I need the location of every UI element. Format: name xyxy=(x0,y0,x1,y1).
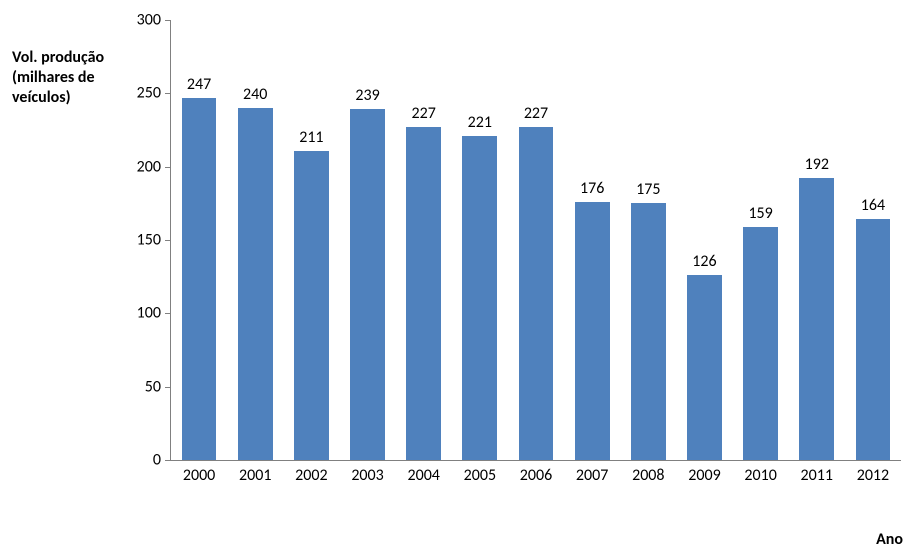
bar-value-label: 240 xyxy=(243,85,267,104)
bar-value-label: 211 xyxy=(299,128,323,147)
y-tick-mark xyxy=(165,20,171,21)
y-tick-mark xyxy=(165,240,171,241)
y-tick-label: 150 xyxy=(137,231,161,250)
bar: 175 xyxy=(631,203,666,460)
x-tick-label: 2005 xyxy=(464,466,496,485)
bar: 159 xyxy=(743,227,778,460)
bar-value-label: 159 xyxy=(748,204,772,223)
chart-container: Vol. produção (milhares de veículos) Ano… xyxy=(0,0,921,559)
y-tick-label: 300 xyxy=(137,11,161,30)
y-tick-mark xyxy=(165,167,171,168)
bar-value-label: 227 xyxy=(412,104,436,123)
x-tick-label: 2007 xyxy=(576,466,608,485)
y-axis-title: Vol. produção (milhares de veículos) xyxy=(12,48,132,108)
x-tick-label: 2000 xyxy=(183,466,215,485)
bar-value-label: 164 xyxy=(861,196,885,215)
y-tick-mark xyxy=(165,93,171,94)
bar-value-label: 247 xyxy=(187,75,211,94)
bar: 240 xyxy=(238,108,273,460)
y-tick-label: 50 xyxy=(145,377,161,396)
x-tick-label: 2004 xyxy=(407,466,439,485)
y-tick-label: 250 xyxy=(137,84,161,103)
x-tick-label: 2003 xyxy=(351,466,383,485)
x-tick-label: 2011 xyxy=(801,466,833,485)
y-tick-label: 200 xyxy=(137,157,161,176)
bar-value-label: 227 xyxy=(524,104,548,123)
bar: 126 xyxy=(687,275,722,460)
x-tick-label: 2008 xyxy=(632,466,664,485)
bar-value-label: 192 xyxy=(805,155,829,174)
y-tick-mark xyxy=(165,460,171,461)
y-tick-label: 0 xyxy=(153,451,161,470)
x-axis-title: Ano xyxy=(876,530,903,549)
y-tick-mark xyxy=(165,313,171,314)
bar-value-label: 239 xyxy=(355,86,379,105)
bar: 221 xyxy=(462,136,497,460)
bar: 211 xyxy=(294,151,329,460)
bar: 176 xyxy=(575,202,610,460)
bar: 239 xyxy=(350,109,385,460)
x-tick-label: 2001 xyxy=(239,466,271,485)
bar: 192 xyxy=(799,178,834,460)
bar-value-label: 126 xyxy=(692,252,716,271)
x-tick-label: 2012 xyxy=(857,466,889,485)
bar: 227 xyxy=(406,127,441,460)
bar-value-label: 175 xyxy=(636,180,660,199)
bar: 227 xyxy=(519,127,554,460)
plot-area: 0501001502002503002472000240200121120022… xyxy=(170,20,901,461)
y-tick-label: 100 xyxy=(137,304,161,323)
bar-value-label: 176 xyxy=(580,179,604,198)
y-tick-mark xyxy=(165,387,171,388)
x-tick-label: 2009 xyxy=(688,466,720,485)
bar: 164 xyxy=(856,219,891,460)
x-tick-label: 2002 xyxy=(295,466,327,485)
x-tick-label: 2010 xyxy=(744,466,776,485)
x-tick-label: 2006 xyxy=(520,466,552,485)
bar-value-label: 221 xyxy=(468,113,492,132)
bar: 247 xyxy=(182,98,217,460)
